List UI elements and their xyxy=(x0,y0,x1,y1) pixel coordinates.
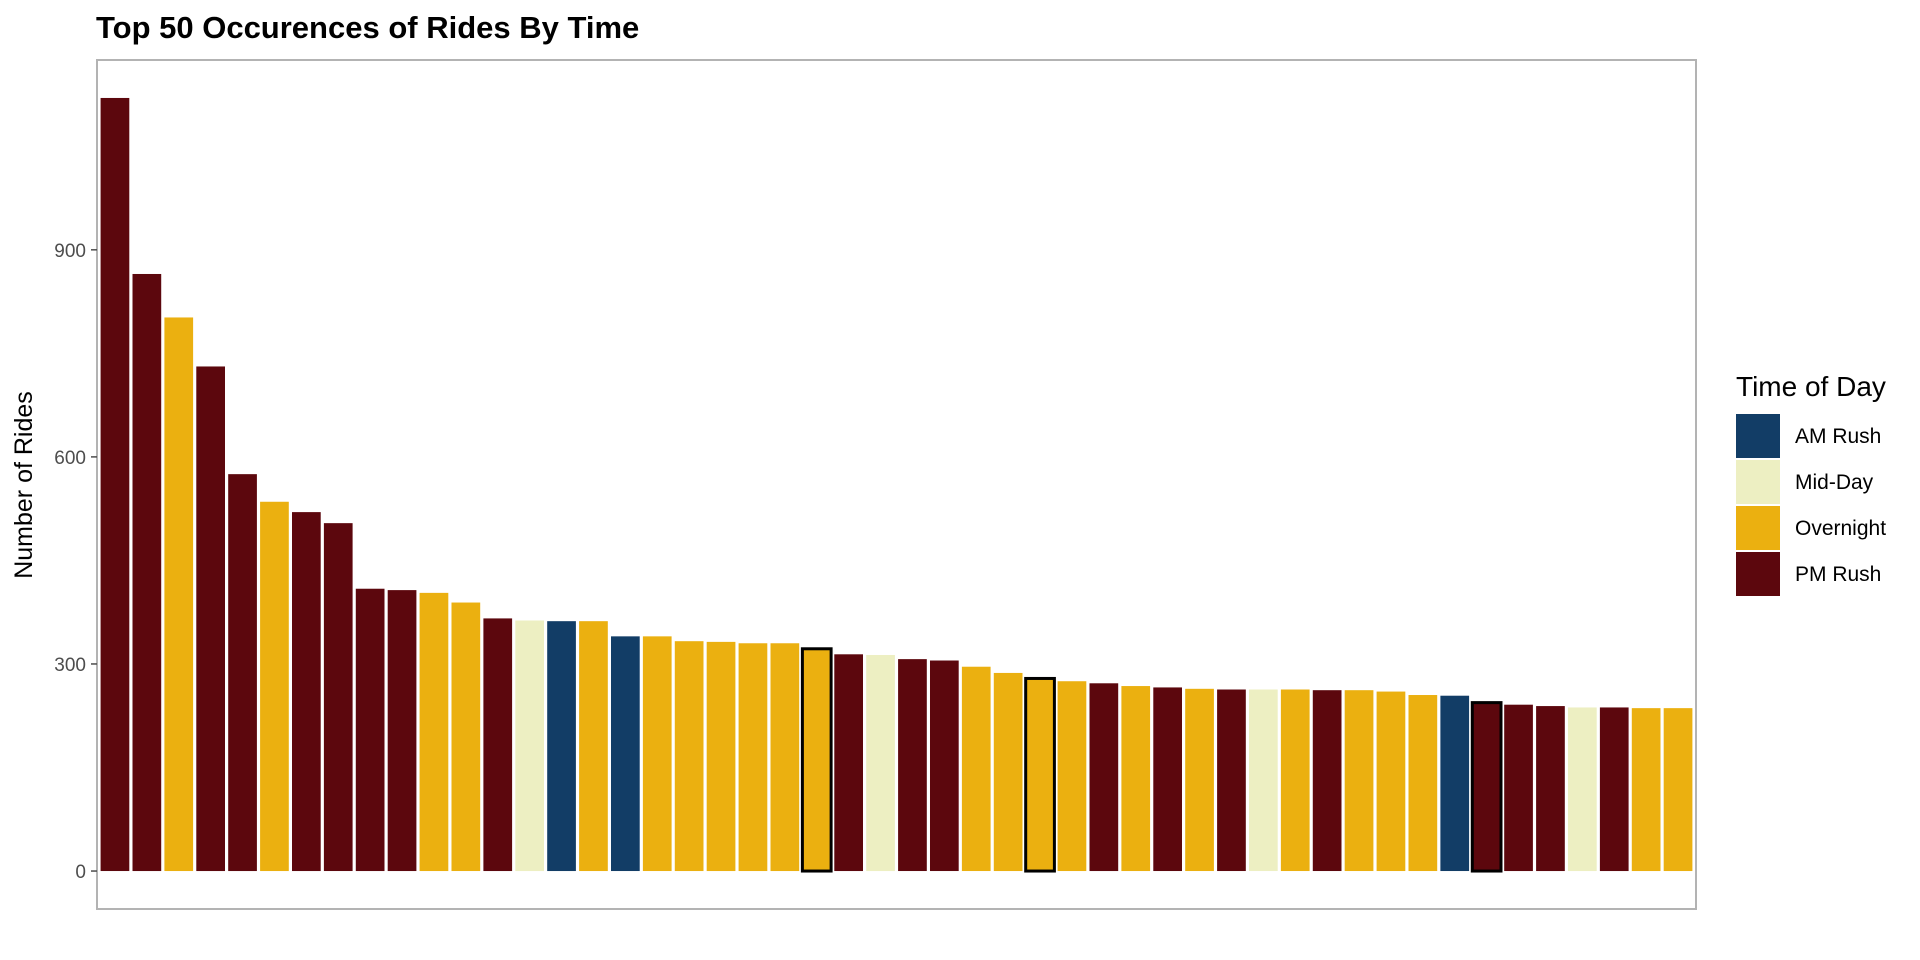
bars-group xyxy=(100,97,1693,873)
legend-key xyxy=(1736,506,1780,550)
bar xyxy=(611,636,640,872)
bar xyxy=(579,621,608,872)
bar xyxy=(1248,689,1278,872)
legend: Time of Day AM Rush Mid-Day Overnight PM Ru… xyxy=(1736,371,1886,596)
bar xyxy=(228,474,257,872)
legend-label: PM Rush xyxy=(1795,563,1881,586)
bar xyxy=(132,273,162,872)
bar xyxy=(1567,707,1597,872)
bar xyxy=(323,523,353,872)
bar xyxy=(1631,708,1661,872)
bar xyxy=(1408,695,1438,872)
bar xyxy=(547,621,576,872)
bar xyxy=(961,666,991,872)
legend-label: AM Rush xyxy=(1795,425,1881,448)
bar xyxy=(483,618,513,872)
bar xyxy=(1344,690,1374,872)
legend-key xyxy=(1736,552,1780,596)
bar xyxy=(770,643,800,872)
bar xyxy=(1121,686,1151,872)
bar xyxy=(706,641,736,872)
y-axis-title: Number of Rides xyxy=(10,391,38,579)
bar xyxy=(419,592,449,872)
bar xyxy=(1024,676,1056,873)
bar xyxy=(800,647,833,873)
bar xyxy=(515,620,544,872)
bar xyxy=(929,660,959,872)
bar xyxy=(1599,707,1629,872)
bar xyxy=(1153,687,1182,872)
bar xyxy=(674,641,704,872)
bar xyxy=(1312,690,1342,872)
bar xyxy=(292,512,321,872)
bar xyxy=(738,643,768,872)
legend-key xyxy=(1736,414,1780,458)
bar xyxy=(260,501,289,872)
bar xyxy=(1185,688,1214,872)
y-tick-label: 300 xyxy=(54,655,86,676)
y-axis: 0 300 600 900 xyxy=(54,241,97,883)
bar xyxy=(387,590,417,872)
bar xyxy=(355,588,385,872)
bar xyxy=(100,97,130,872)
y-tick-label: 0 xyxy=(75,862,86,883)
bar xyxy=(1504,704,1533,872)
bar xyxy=(1536,706,1565,872)
bar xyxy=(1057,681,1087,872)
y-tick-label: 600 xyxy=(54,448,86,469)
legend-key xyxy=(1736,460,1780,504)
bar xyxy=(1663,708,1693,872)
legend-label: Overnight xyxy=(1795,517,1886,540)
bar xyxy=(196,366,225,872)
bar xyxy=(993,672,1023,872)
chart-title: Top 50 Occurences of Rides By Time xyxy=(96,10,639,45)
bar xyxy=(1280,689,1310,872)
bar xyxy=(866,654,895,872)
bar xyxy=(1376,691,1406,872)
bar xyxy=(164,317,194,872)
bar xyxy=(1089,683,1119,872)
bar xyxy=(642,636,672,872)
bar xyxy=(451,602,481,872)
y-tick-label: 900 xyxy=(54,241,86,262)
bar xyxy=(1470,701,1503,873)
legend-title: Time of Day xyxy=(1736,371,1886,402)
bar xyxy=(834,654,863,872)
bar xyxy=(1440,695,1470,872)
bar xyxy=(1217,689,1246,872)
legend-label: Mid-Day xyxy=(1795,471,1874,494)
bar xyxy=(898,659,927,872)
